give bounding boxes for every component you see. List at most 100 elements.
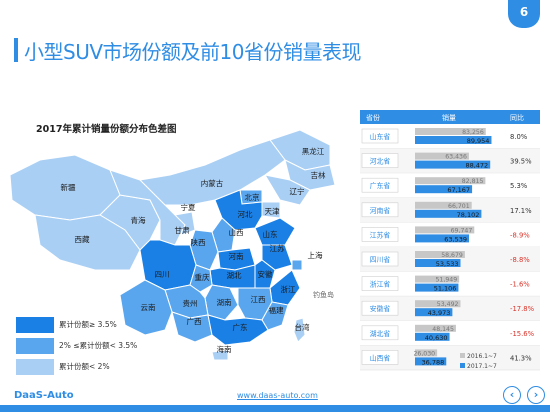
bar-label-2016-4: 69,747 [451, 227, 473, 234]
map-title: 2017年累计销量份额分布色差图 [36, 124, 177, 135]
footer-url-link[interactable]: www.daas-auto.com [237, 391, 318, 400]
province-cell-8 [361, 325, 399, 341]
series-legend-swatch-0 [460, 353, 465, 358]
province-name-5: 四川省 [370, 255, 391, 264]
province-cell-5 [361, 251, 399, 267]
province-name-1: 河北省 [370, 157, 391, 166]
bar-label-2017-9: 36,788 [422, 358, 445, 366]
yoy-value-8: -15.6% [510, 330, 535, 338]
yoy-value-2: 5.3% [510, 182, 528, 190]
province-label-8: 山西 [229, 227, 244, 237]
yoy-value-6: -1.6% [510, 281, 530, 289]
province-label-0: 黑龙江 [302, 146, 325, 156]
province-label-21: 重庆 [195, 272, 210, 282]
province-name-3: 河南省 [370, 206, 391, 215]
bar-label-2017-7: 43,973 [428, 309, 451, 317]
province-label-9: 山东 [263, 229, 278, 239]
province-cell-1 [361, 153, 399, 168]
legend-swatch-mid [16, 337, 54, 354]
province-name-4: 江苏省 [370, 230, 391, 239]
legend-swatch-high [16, 316, 54, 333]
province-label-27: 云南 [141, 302, 156, 312]
table-header-bg [360, 110, 540, 124]
footer-logo: DaaS-Auto [14, 390, 74, 401]
bar-2016-3 [415, 201, 472, 209]
province-name-6: 浙江省 [370, 280, 391, 289]
bar-2016-6 [415, 275, 460, 283]
province-4 [138, 139, 286, 206]
yoy-value-7: -17.8% [510, 305, 535, 313]
bar-2017-4 [415, 234, 470, 243]
prev-button[interactable]: ‹ [503, 386, 521, 404]
series-legend-label-1: 2017.1~7 [467, 363, 497, 370]
yoy-value-4: -8.9% [510, 231, 530, 239]
bar-2016-7 [415, 300, 461, 308]
page-number: 6 [508, 0, 540, 28]
province-label-1: 吉林 [311, 170, 326, 180]
yoy-value-9: 41.3% [510, 354, 532, 362]
province-label-29: 广东 [233, 322, 248, 332]
yoy-value-0: 8.0% [510, 133, 528, 141]
province-label-6: 天津 [265, 207, 280, 216]
bar-label-2017-2: 67,167 [447, 186, 470, 194]
bar-2016-1 [415, 152, 469, 160]
bar-label-2017-5: 53,533 [436, 260, 459, 268]
bar-label-2017-4: 63,539 [444, 235, 467, 243]
yoy-value-1: 39.5% [510, 158, 532, 166]
province-label-19: 西藏 [75, 234, 90, 244]
next-button[interactable]: › [527, 386, 545, 404]
bar-2016-9 [415, 349, 438, 357]
province-label-31: 海南 [217, 344, 232, 354]
bar-label-2016-0: 83,256 [462, 129, 484, 136]
bar-label-2016-9: 26,030 [413, 350, 435, 357]
bar-label-2016-6: 51,949 [436, 277, 458, 284]
province-19 [34, 214, 141, 271]
bar-2016-0 [415, 128, 486, 135]
province-label-10: 宁夏 [181, 202, 196, 212]
legend-swatch-low [16, 358, 54, 375]
province-label-3: 新疆 [61, 182, 76, 192]
province-cell-0 [361, 128, 399, 144]
province-2 [263, 174, 311, 206]
province-name-9: 山西省 [370, 353, 391, 362]
province-cell-2 [361, 177, 399, 193]
province-label-12: 甘肃 [175, 225, 190, 235]
table-header-0: 省份 [366, 113, 380, 122]
bar-2017-9 [415, 357, 447, 366]
province-16 [291, 259, 303, 271]
bar-2017-8 [415, 332, 450, 341]
province-label-18: 湖北 [227, 271, 242, 280]
province-label-28: 广西 [187, 316, 202, 326]
bar-label-2017-1: 88,472 [465, 162, 488, 170]
bar-label-2017-6: 51,106 [434, 285, 457, 293]
province-label-15: 江苏 [270, 243, 285, 253]
bar-2017-3 [415, 209, 482, 218]
bar-label-2016-2: 82,815 [462, 178, 484, 185]
province-label-30: 台湾 [295, 322, 310, 332]
bar-label-2016-1: 63,436 [445, 154, 467, 161]
legend-item-high: 累计份额≥ 3.5% [16, 314, 137, 335]
series-legend-swatch-1 [460, 363, 465, 368]
province-27 [119, 279, 173, 336]
legend-label-low: 累计份额< 2% [59, 362, 110, 371]
province-label-26: 福建 [269, 305, 284, 315]
province-29 [207, 314, 269, 346]
province-31 [211, 349, 229, 360]
province-name-7: 安徽省 [370, 304, 391, 313]
table-header-1: 销量 [442, 113, 456, 122]
province-name-0: 山东省 [370, 132, 391, 141]
province-cell-3 [361, 202, 399, 218]
page-title: 小型SUV市场份额及前10省份销量表现 [24, 40, 361, 64]
province-cell-9 [361, 350, 399, 365]
bar-label-2017-8: 40,630 [425, 334, 448, 342]
map-legend: 累计份额≥ 3.5% 2% ≤累计份额< 3.5% 累计份额< 2% [16, 314, 137, 377]
province-label-13: 陕西 [191, 237, 206, 247]
province-label-17: 安徽 [258, 269, 273, 279]
province-label-14: 河南 [229, 251, 244, 261]
province-label-11: 青海 [131, 215, 146, 225]
province-label-5: 北京 [245, 192, 260, 202]
province-30 [293, 317, 306, 343]
series-legend-label-0: 2016.1~7 [467, 353, 497, 360]
